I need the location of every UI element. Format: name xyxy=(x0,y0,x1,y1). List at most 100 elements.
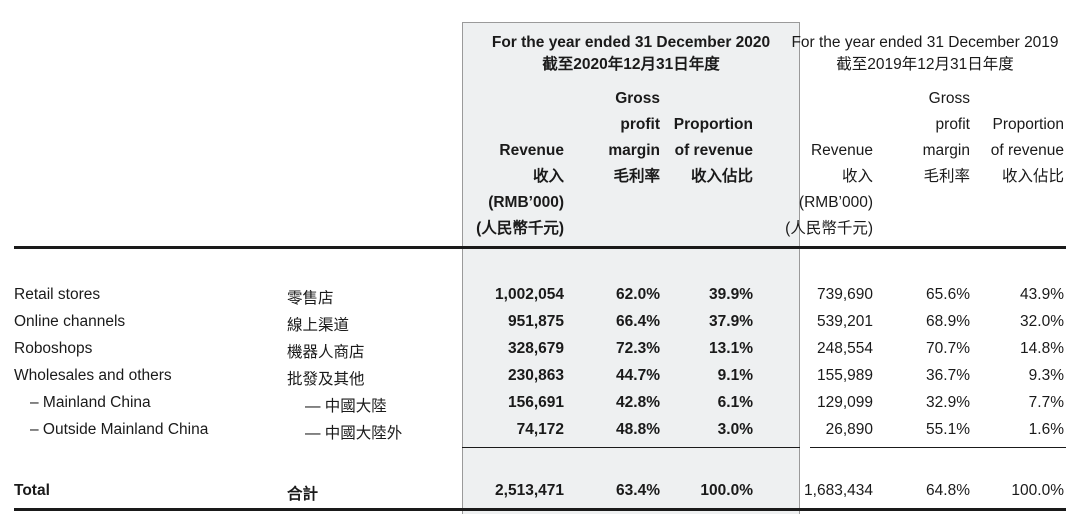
gpm-label-1: Gross xyxy=(615,90,660,107)
table-row: – Outside Mainland China — 中國大陸外 74,172 … xyxy=(0,417,1080,444)
gpm-label-zh: 毛利率 xyxy=(923,168,970,185)
cell-2019-proportion: 7.7% xyxy=(1028,394,1064,411)
cell-2020-proportion: 37.9% xyxy=(709,313,753,330)
gpm-label-3: margin xyxy=(608,142,660,159)
total-2020-proportion: 100.0% xyxy=(700,482,753,499)
bottom-rule xyxy=(14,508,1066,511)
gpm-label-3: margin xyxy=(922,142,970,159)
cell-2019-revenue: 539,201 xyxy=(816,313,873,330)
cell-2019-proportion: 1.6% xyxy=(1028,421,1064,438)
revenue-label-en: Revenue xyxy=(499,142,564,159)
gpm-label-2: profit xyxy=(935,116,970,133)
gpm-label-zh: 毛利率 xyxy=(613,168,660,185)
fy2019-gpm-header: Gross profit margin 毛利率 xyxy=(923,86,970,190)
proportion-label-1: Proportion xyxy=(992,116,1064,133)
gpm-label-1: Gross xyxy=(928,90,970,107)
revenue-unit-en: (RMB’000) xyxy=(488,194,564,211)
revenue-label-zh: 收入 xyxy=(841,168,873,185)
cell-2019-proportion: 43.9% xyxy=(1020,286,1064,303)
row-label-zh: — 中國大陸外 xyxy=(305,425,403,442)
cell-2020-gpm: 44.7% xyxy=(616,367,660,384)
subtotal-rule-2019 xyxy=(810,447,1066,448)
proportion-label-2: of revenue xyxy=(990,142,1064,159)
cell-2019-revenue: 26,890 xyxy=(825,421,873,438)
cell-2020-revenue: 328,679 xyxy=(507,340,564,357)
revenue-unit-en: (RMB’000) xyxy=(798,194,873,211)
row-label-zh: 機器人商店 xyxy=(287,344,365,361)
cell-2019-proportion: 14.8% xyxy=(1020,340,1064,357)
fy2020-header: For the year ended 31 December 2020 截至20… xyxy=(462,32,800,76)
row-label-en: Retail stores xyxy=(14,286,101,303)
cell-2019-gpm: 68.9% xyxy=(926,313,970,330)
cell-2020-proportion: 3.0% xyxy=(717,421,753,438)
fy2019-proportion-header: Proportion of revenue 收入佔比 xyxy=(991,112,1064,190)
row-label-en: Wholesales and others xyxy=(14,367,172,384)
cell-2019-gpm: 55.1% xyxy=(926,421,970,438)
row-label-zh: 線上渠道 xyxy=(287,317,350,334)
total-label-zh: 合計 xyxy=(287,486,319,503)
proportion-label-2: of revenue xyxy=(674,142,753,159)
fy2020-highlight-column xyxy=(462,22,800,514)
cell-2020-revenue: 230,863 xyxy=(507,367,564,384)
table-row: Retail stores 零售店 1,002,054 62.0% 39.9% … xyxy=(0,282,1080,309)
fy2020-revenue-header: Revenue 收入 (RMB’000) (人民幣千元) xyxy=(476,138,564,242)
subtotal-rule-2020 xyxy=(462,447,800,448)
table-row: – Mainland China — 中國大陸 156,691 42.8% 6.… xyxy=(0,390,1080,417)
cell-2019-revenue: 248,554 xyxy=(816,340,873,357)
cell-2019-revenue: 739,690 xyxy=(816,286,873,303)
proportion-label-zh: 收入佔比 xyxy=(1001,168,1064,185)
cell-2020-proportion: 6.1% xyxy=(717,394,753,411)
row-label-zh: 批發及其他 xyxy=(287,371,365,388)
row-label-zh: 零售店 xyxy=(287,290,334,307)
total-2020-revenue: 2,513,471 xyxy=(495,482,564,499)
proportion-label-zh: 收入佔比 xyxy=(690,168,753,185)
total-2020-gpm: 63.4% xyxy=(616,482,660,499)
total-label-en: Total xyxy=(14,482,50,499)
gpm-label-2: profit xyxy=(620,116,660,133)
cell-2020-revenue: 1,002,054 xyxy=(495,286,564,303)
fy2020-header-en: For the year ended 31 December 2020 xyxy=(491,34,771,51)
cell-2020-gpm: 62.0% xyxy=(616,286,660,303)
cell-2019-proportion: 32.0% xyxy=(1020,313,1064,330)
cell-2019-gpm: 70.7% xyxy=(926,340,970,357)
revenue-label-zh: 收入 xyxy=(532,168,564,185)
revenue-unit-zh: (人民幣千元) xyxy=(476,220,564,237)
total-2019-revenue: 1,683,434 xyxy=(804,482,873,499)
cell-2019-revenue: 129,099 xyxy=(816,394,873,411)
row-label-en: Roboshops xyxy=(14,340,93,357)
row-label-zh: — 中國大陸 xyxy=(305,398,387,415)
total-row: Total 合計 2,513,471 63.4% 100.0% 1,683,43… xyxy=(0,478,1080,505)
cell-2020-gpm: 66.4% xyxy=(616,313,660,330)
cell-2020-revenue: 74,172 xyxy=(516,421,564,438)
cell-2020-gpm: 48.8% xyxy=(616,421,660,438)
cell-2020-proportion: 13.1% xyxy=(709,340,753,357)
fy2019-header-en: For the year ended 31 December 2019 xyxy=(791,34,1059,51)
row-label-en: – Outside Mainland China xyxy=(30,421,209,438)
cell-2020-gpm: 72.3% xyxy=(616,340,660,357)
fy2020-gpm-header: Gross profit margin 毛利率 xyxy=(608,86,660,190)
revenue-unit-zh: (人民幣千元) xyxy=(785,220,873,237)
cell-2019-revenue: 155,989 xyxy=(816,367,873,384)
cell-2020-proportion: 9.1% xyxy=(717,367,753,384)
cell-2019-gpm: 65.6% xyxy=(926,286,970,303)
fy2020-proportion-header: Proportion of revenue 收入佔比 xyxy=(674,112,753,190)
cell-2020-revenue: 156,691 xyxy=(507,394,564,411)
proportion-label-1: Proportion xyxy=(673,116,753,133)
revenue-label-en: Revenue xyxy=(810,142,873,159)
table-row: Online channels 線上渠道 951,875 66.4% 37.9%… xyxy=(0,309,1080,336)
fy2019-header: For the year ended 31 December 2019 截至20… xyxy=(790,32,1060,76)
cell-2019-proportion: 9.3% xyxy=(1028,367,1064,384)
total-2019-gpm: 64.8% xyxy=(926,482,970,499)
fy2019-header-zh: 截至2019年12月31日年度 xyxy=(836,56,1014,73)
table-row: Wholesales and others 批發及其他 230,863 44.7… xyxy=(0,363,1080,390)
cell-2020-proportion: 39.9% xyxy=(709,286,753,303)
row-label-en: – Mainland China xyxy=(30,394,151,411)
total-2019-proportion: 100.0% xyxy=(1011,482,1064,499)
table-row: Roboshops 機器人商店 328,679 72.3% 13.1% 248,… xyxy=(0,336,1080,363)
fy2020-header-zh: 截至2020年12月31日年度 xyxy=(542,56,720,73)
fy2019-revenue-header: Revenue 收入 (RMB’000) (人民幣千元) xyxy=(785,138,873,242)
row-label-en: Online channels xyxy=(14,313,126,330)
cell-2019-gpm: 36.7% xyxy=(926,367,970,384)
header-divider xyxy=(14,246,1066,249)
cell-2020-gpm: 42.8% xyxy=(616,394,660,411)
